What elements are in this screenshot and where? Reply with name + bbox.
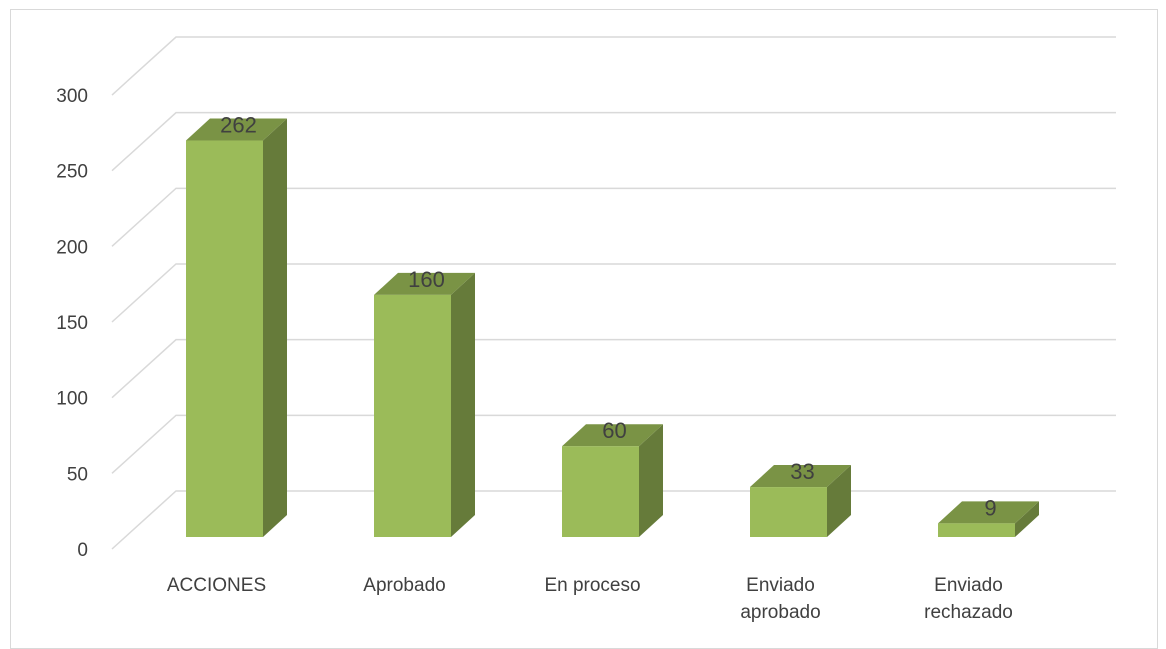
y-axis: 0 50 100 150 200 250 300	[56, 86, 88, 561]
bar	[374, 272, 475, 537]
bar-side	[263, 118, 287, 537]
bar	[938, 501, 1039, 537]
bars	[186, 118, 1039, 538]
x-tick-label-line: rechazado	[924, 602, 1013, 623]
y-tick-label: 0	[77, 540, 88, 561]
x-tick-label-line: En proceso	[544, 575, 640, 596]
bar-front	[938, 523, 1015, 537]
x-tick-label: En proceso	[544, 575, 640, 596]
data-labels: 262 160 60 33 9	[220, 113, 996, 521]
x-tick-label: Enviado rechazado	[924, 575, 1013, 623]
data-label: 262	[220, 113, 257, 138]
bar-top	[938, 501, 1039, 524]
bar-side	[1015, 501, 1039, 537]
bar	[750, 465, 851, 537]
y-tick-label: 150	[56, 313, 88, 334]
gridline-200	[111, 187, 1116, 247]
bar-side	[451, 272, 475, 537]
gridline-250	[111, 111, 1116, 172]
bar-front	[750, 487, 827, 537]
x-tick-label-line: Aprobado	[363, 575, 445, 596]
bar-top	[374, 272, 475, 295]
data-label: 60	[602, 418, 626, 443]
y-tick-label: 200	[56, 237, 88, 258]
bar-top	[562, 424, 663, 447]
bar-top	[186, 118, 287, 141]
bar-front	[374, 294, 451, 537]
x-tick-label-line: Enviado	[746, 575, 815, 596]
x-tick-label: Aprobado	[363, 575, 445, 596]
gridline-300	[111, 36, 1116, 96]
bar-side	[639, 424, 663, 537]
bar	[562, 424, 663, 537]
data-label: 9	[984, 495, 996, 520]
x-tick-label: ACCIONES	[167, 575, 266, 596]
gridline-100	[111, 338, 1116, 399]
data-label: 33	[790, 459, 814, 484]
x-tick-label: Enviado aprobado	[740, 575, 820, 623]
bar-front	[186, 140, 263, 538]
y-tick-label: 50	[67, 464, 88, 485]
y-tick-label: 300	[56, 86, 88, 107]
gridline-150	[111, 263, 1116, 323]
x-axis: ACCIONES Aprobado En proceso Enviado aprobad…	[167, 575, 1013, 623]
bar	[186, 118, 287, 538]
y-tick-label: 100	[56, 389, 88, 410]
y-tick-label: 250	[56, 162, 88, 183]
gridline-50	[111, 414, 1116, 474]
x-tick-label-line: aprobado	[740, 602, 820, 623]
x-tick-label-line: Enviado	[934, 575, 1003, 596]
bar-front	[562, 446, 639, 537]
x-tick-label-line: ACCIONES	[167, 575, 266, 596]
bar-top	[750, 465, 851, 488]
data-label: 160	[408, 267, 445, 292]
bar-side	[827, 465, 851, 537]
